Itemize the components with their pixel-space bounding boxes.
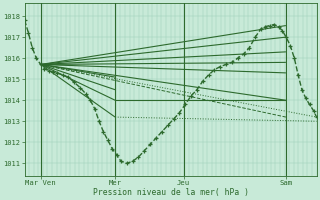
X-axis label: Pression niveau de la mer( hPa ): Pression niveau de la mer( hPa ) [92,188,249,197]
